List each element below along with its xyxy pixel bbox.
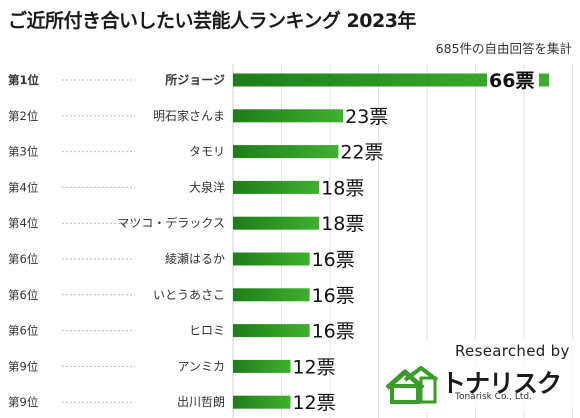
bar-row: 第2位 明石家さんま 23票: [8, 106, 388, 128]
rank-label: 第2位: [8, 109, 38, 123]
bar: [233, 288, 310, 302]
category-label: 大泉洋: [189, 179, 225, 194]
bar-row: 第6位 ヒロミ 16票: [8, 321, 355, 343]
bar: [233, 180, 320, 194]
bar-row: 第4位 大泉洋 18票: [8, 177, 364, 199]
value-label: 16票: [312, 321, 355, 343]
rank-label: 第6位: [8, 288, 38, 302]
category-label: マツコ・デラックス: [117, 215, 225, 230]
bar-row: 第4位 マツコ・デラックス 18票: [8, 213, 364, 235]
category-label: 綾瀬はるか: [165, 251, 225, 266]
value-label: 18票: [321, 177, 364, 199]
category-label: 出川哲朗: [177, 395, 225, 409]
rank-label: 第9位: [8, 359, 38, 373]
category-label: 所ジョージ: [165, 72, 225, 87]
bar-row: 第9位 アンミカ 12票: [8, 356, 336, 378]
bar-row: 第1位 所ジョージ 66票: [8, 70, 549, 92]
rank-label: 第4位: [8, 180, 38, 194]
value-label: 16票: [312, 249, 355, 271]
chart-title: ご近所付き合いしたい芸能人ランキング 2023年: [8, 10, 416, 32]
researched-by-text: Researched by: [455, 342, 570, 360]
rank-label: 第4位: [8, 216, 38, 230]
company-name-text: Tonarisk Co., Ltd.: [455, 392, 532, 402]
value-label: 16票: [312, 285, 355, 307]
value-label: 66票: [489, 70, 534, 92]
value-label: 18票: [321, 213, 364, 235]
chart-subtitle: 685件の自由回答を集計: [435, 41, 572, 56]
category-label: ヒロミ: [189, 324, 225, 338]
rank-label: 第6位: [8, 324, 38, 338]
rank-label: 第6位: [8, 252, 38, 266]
bar: [233, 109, 344, 123]
bar: [233, 73, 549, 87]
rank-label: 第3位: [8, 145, 38, 159]
house-logo-icon: [385, 366, 439, 404]
bar-row: 第9位 出川哲朗 12票: [8, 392, 336, 414]
bar: [233, 252, 310, 266]
value-label: 22票: [340, 142, 383, 164]
category-label: アンミカ: [177, 359, 225, 373]
category-label: いとうあさこ: [153, 288, 225, 302]
value-label: 12票: [292, 392, 335, 414]
bar: [233, 145, 339, 159]
bar: [233, 359, 291, 373]
bar-row: 第6位 いとうあさこ 16票: [8, 285, 355, 307]
value-label: 23票: [345, 106, 388, 128]
value-label: 12票: [292, 356, 335, 378]
category-label: タモリ: [189, 145, 225, 159]
bar-row: 第6位 綾瀬はるか 16票: [8, 249, 355, 271]
rank-label: 第1位: [8, 73, 40, 87]
rank-label: 第9位: [8, 395, 38, 409]
value-label-bg: [487, 70, 539, 90]
watermark: Researched by トナリスク Tonarisk Co., Ltd.: [383, 340, 573, 410]
category-label: 明石家さんま: [153, 108, 225, 123]
bar: [233, 324, 310, 338]
company-logo-text: トナリスク: [441, 369, 562, 398]
bar: [233, 216, 320, 230]
bar: [233, 395, 291, 409]
bar-row: 第3位 タモリ 22票: [8, 142, 384, 164]
